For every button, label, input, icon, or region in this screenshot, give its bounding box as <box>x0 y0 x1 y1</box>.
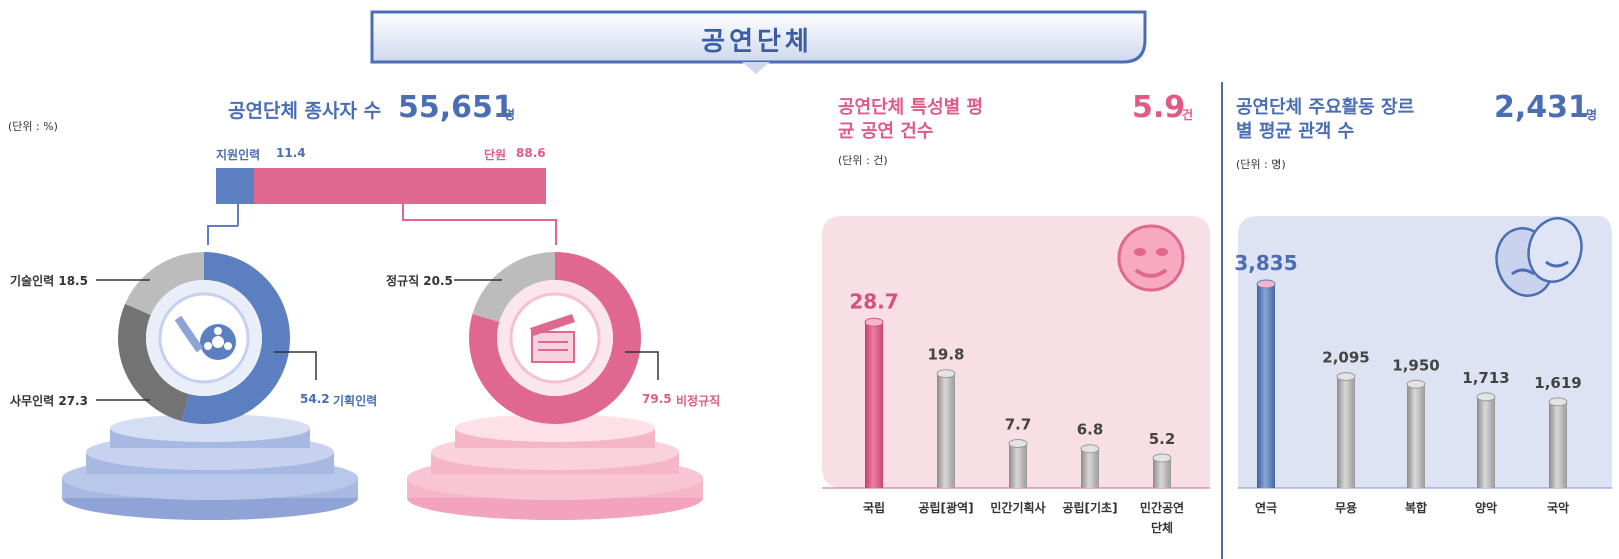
value-label-국립: 28.7 <box>849 289 898 313</box>
donut-leader-lines <box>96 279 659 401</box>
film-reel-icon <box>158 292 250 384</box>
label-irregular: 비정규직 <box>676 394 721 408</box>
category-label-민간공연단체: 민간공연 <box>1140 500 1184 515</box>
bar-top-양악 <box>1476 392 1496 402</box>
bar-공립[광역] <box>937 373 955 488</box>
mask-icon <box>1117 224 1185 292</box>
connector-right <box>402 180 557 245</box>
theater-masks-icon <box>1495 217 1583 297</box>
category-label-복합: 복합 <box>1405 500 1427 515</box>
value-label-무용: 2,095 <box>1322 349 1369 367</box>
bar-민간공연단체 <box>1153 457 1171 488</box>
performances-panel <box>822 216 1210 488</box>
bar-연극 <box>1257 284 1275 488</box>
audience-title: 공연단체 주요활동 장르별 평균 관객 수 <box>1236 97 1415 142</box>
label-irregular-value: 79.5 <box>642 392 672 406</box>
performances-headline-unit: 건 <box>1182 108 1194 122</box>
members-value: 88.6 <box>516 146 546 160</box>
value-label-연극: 3,835 <box>1234 251 1297 275</box>
connector-left-2 <box>207 225 238 245</box>
staff-split-bar <box>207 168 557 245</box>
blue-stage <box>62 414 358 520</box>
label-planning-value: 54.2 <box>300 392 330 406</box>
category-label-민간공연단체: 단체 <box>1151 520 1173 535</box>
value-label-복합: 1,950 <box>1392 356 1439 374</box>
bar-top-복합 <box>1406 379 1426 389</box>
support-staff-label: 지원인력 <box>216 148 261 162</box>
category-label-공립[광역]: 공립[광역] <box>918 500 973 515</box>
value-label-공립[광역]: 19.8 <box>927 346 964 364</box>
label-planning-staff: 기획인력 <box>333 394 378 408</box>
bar-top-공립[광역] <box>936 369 956 379</box>
value-label-민간기획사: 7.7 <box>1005 416 1032 434</box>
audience-bar-chart: 3,835 연극 2,095 무용 1,950 복합 1,713 양악 1,619 국악 <box>1234 251 1581 515</box>
banner <box>370 10 1147 74</box>
bar-국립 <box>865 322 883 488</box>
performances-bar-chart: 28.7 국립 19.8 공립[광역] 7.7 민간기획사 6.8 공립[기초] 5.2 민간공연… <box>849 289 1184 535</box>
donut-segment-비정규직 <box>469 252 641 425</box>
label-regular: 정규직 20.5 <box>386 274 453 288</box>
banner-shape <box>370 10 1147 64</box>
category-label-민간기획사: 민간기획사 <box>990 500 1045 515</box>
performances-title: 공연단체 특성별 평균 공연 건수 <box>838 97 984 142</box>
label-tech-staff: 기술인력 18.5 <box>10 274 88 288</box>
category-label-국악: 국악 <box>1547 501 1569 515</box>
category-label-연극: 연극 <box>1255 500 1277 515</box>
bar-top-국악 <box>1548 397 1568 407</box>
audience-unit-note: (단위 : 명) <box>1236 158 1286 171</box>
donut-segment-사무인력 <box>118 303 189 422</box>
staff-title: 공연단체 종사자 수 <box>228 100 382 122</box>
category-label-무용: 무용 <box>1335 500 1357 515</box>
audience-headline: 2,431 <box>1494 90 1589 125</box>
value-label-공립[기초]: 6.8 <box>1077 421 1104 439</box>
staff-total: 55,651 <box>398 90 514 125</box>
performances-unit-note: (단위 : 건) <box>838 154 888 167</box>
bar-top-공립[기초] <box>1080 444 1100 454</box>
bar-top-민간기획사 <box>1008 439 1028 449</box>
banner-pointer <box>742 62 770 74</box>
bar-국악 <box>1549 401 1567 488</box>
category-label-국립: 국립 <box>863 501 885 515</box>
clapperboard-icon <box>509 292 601 384</box>
category-label-양악: 양악 <box>1475 500 1497 515</box>
members-label: 단원 <box>484 148 507 162</box>
category-label-공립[기초]: 공립[기초] <box>1062 500 1117 515</box>
banner-title: 공연단체 <box>701 27 813 57</box>
bar-무용 <box>1337 376 1355 488</box>
bar-공립[기초] <box>1081 448 1099 488</box>
bar-members <box>254 168 546 204</box>
audience-headline-unit: 명 <box>1586 108 1598 122</box>
bar-양악 <box>1477 396 1495 488</box>
value-label-민간공연단체: 5.2 <box>1149 430 1176 448</box>
bar-top-연극 <box>1256 279 1276 289</box>
donut-segment-정규직 <box>472 252 555 322</box>
bar-top-국립 <box>864 317 884 327</box>
bar-top-민간공연단체 <box>1152 453 1172 463</box>
staff-unit-note: (단위 : %) <box>8 120 58 133</box>
pink-stage <box>407 414 703 520</box>
label-office-staff: 사무인력 27.3 <box>10 394 88 408</box>
value-label-국악: 1,619 <box>1534 374 1581 392</box>
support-staff-value: 11.4 <box>276 146 306 160</box>
value-label-양악: 1,713 <box>1462 369 1509 387</box>
bar-support-staff <box>216 168 254 204</box>
bar-top-무용 <box>1336 372 1356 382</box>
bar-복합 <box>1407 384 1425 488</box>
performances-headline: 5.9 <box>1132 90 1186 125</box>
bar-민간기획사 <box>1009 443 1027 488</box>
staff-total-unit: 명 <box>504 108 516 122</box>
donut-segment-기획인력 <box>181 252 290 424</box>
donut-segment-기술인력 <box>125 252 204 315</box>
